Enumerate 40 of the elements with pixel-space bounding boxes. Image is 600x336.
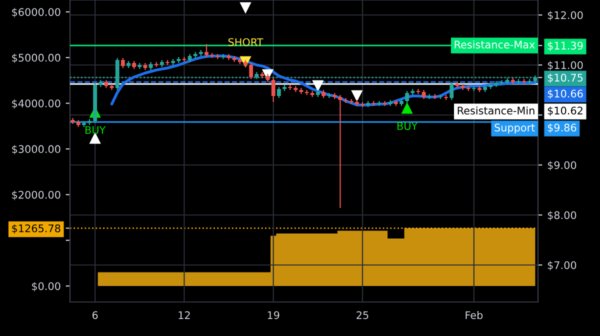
y2-tick-label: $6000.00 — [12, 8, 60, 18]
y2-tick-label: $1265.78 — [12, 224, 60, 234]
point — [401, 102, 413, 114]
y-tick-label: $9.00 — [548, 161, 576, 170]
candlestick — [249, 62, 254, 80]
candlestick — [271, 77, 276, 103]
ref-line-label: Resistance-Max — [454, 40, 535, 49]
y-tick-label: $7.00 — [548, 261, 576, 270]
y-tick-label: $11.39 — [548, 42, 583, 51]
candlestick — [422, 89, 426, 100]
text: $10.62 — [548, 106, 582, 116]
ref-line-label: Support — [494, 124, 535, 134]
y-tick-label: $12.00 — [548, 11, 583, 20]
legend-label: Resistance-Min — [458, 106, 534, 115]
x-tick-label: 25 — [356, 311, 368, 320]
y-tick-label: $11.00 — [548, 61, 583, 70]
text: $9.86 — [548, 123, 576, 133]
candlestick — [204, 43, 208, 58]
text: BUY — [398, 122, 418, 130]
y2-tick-label: $2000.00 — [12, 190, 60, 200]
candlestick — [450, 81, 454, 101]
x-tick-label: 12 — [178, 311, 190, 319]
point — [240, 2, 252, 14]
candlestick — [405, 90, 410, 104]
y2-tick-label: $0.00 — [32, 282, 60, 292]
y2-tick-label: $4000.00 — [12, 99, 60, 109]
point — [312, 80, 324, 92]
y2-tick-label: $5000.00 — [12, 54, 60, 64]
y-tick-label: $10.75 — [548, 74, 583, 83]
point — [351, 90, 363, 102]
candlestick — [276, 86, 281, 99]
y2-tick-label: $3000.00 — [12, 144, 60, 154]
y-tick-label: $8.00 — [548, 211, 576, 220]
text: $10.66 — [548, 89, 583, 99]
series-label: BUY — [86, 126, 106, 134]
x-tick-label: 6 — [92, 311, 98, 320]
x-tick-label: 19 — [268, 311, 280, 320]
candlestick — [120, 57, 125, 69]
x-tick-label: Feb — [466, 311, 483, 320]
series-label: SHORT — [228, 38, 264, 46]
